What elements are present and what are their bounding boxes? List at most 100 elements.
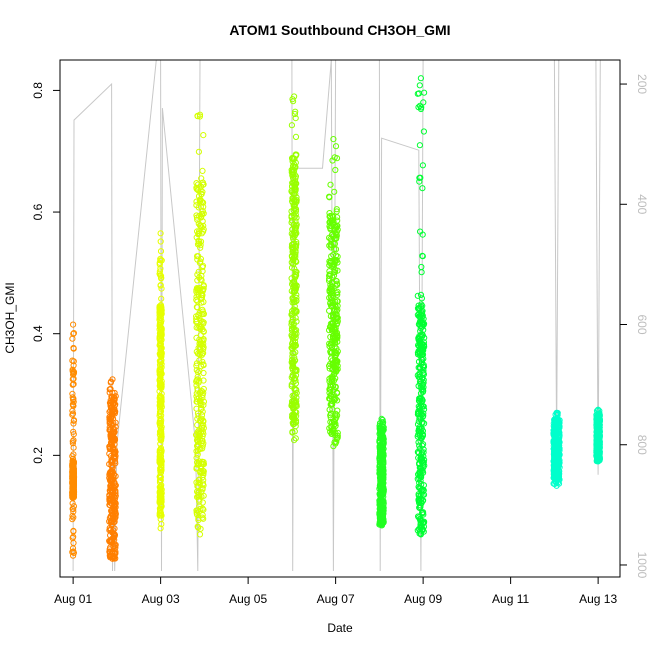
data-point: [158, 257, 165, 264]
data-point: [326, 395, 334, 402]
data-point: [415, 343, 423, 350]
data-point: [69, 457, 76, 464]
data-point: [200, 181, 207, 188]
data-point: [419, 185, 426, 192]
data-point: [330, 272, 338, 279]
data-point: [193, 507, 200, 514]
data-point: [333, 308, 340, 315]
data-point: [378, 458, 385, 465]
data-point: [111, 491, 119, 498]
data-point: [196, 503, 203, 510]
y2-tick-label: 600: [635, 314, 649, 334]
data-point: [157, 306, 164, 313]
data-point: [596, 457, 603, 464]
data-point: [157, 484, 164, 491]
data-point: [421, 406, 428, 413]
data-point: [293, 327, 300, 334]
data-point: [379, 506, 386, 513]
data-point: [553, 409, 560, 416]
data-point: [418, 411, 426, 418]
y-axis-label: CH3OH_GMI: [3, 282, 17, 353]
data-point: [70, 484, 78, 491]
data-point: [157, 474, 164, 481]
data-point: [110, 515, 117, 522]
data-point: [333, 277, 340, 285]
data-point: [414, 372, 421, 379]
data-point: [379, 443, 386, 450]
data-point: [330, 335, 337, 342]
data-point: [550, 465, 558, 472]
data-point: [70, 437, 77, 444]
data-point: [326, 193, 333, 200]
data-point: [327, 212, 334, 220]
data-point: [108, 439, 115, 446]
data-point: [194, 285, 201, 292]
data-point: [554, 442, 561, 450]
data-point: [595, 458, 602, 465]
data-point: [326, 288, 333, 295]
data-point: [157, 282, 164, 289]
data-point: [107, 484, 114, 491]
data-point: [193, 304, 200, 311]
data-point: [70, 478, 77, 485]
data-point: [157, 477, 164, 484]
data-point: [195, 231, 202, 238]
data-point: [196, 493, 203, 500]
data-point: [157, 368, 164, 376]
data-point: [200, 282, 207, 289]
data-point: [379, 486, 386, 493]
data-point: [157, 238, 164, 245]
data-point: [290, 244, 297, 252]
data-point: [69, 410, 77, 417]
data-point: [327, 428, 334, 435]
data-point: [379, 433, 387, 440]
data-point: [108, 473, 115, 480]
data-point: [157, 459, 164, 466]
data-point: [292, 175, 299, 182]
data-point: [199, 442, 206, 449]
data-point: [293, 238, 300, 246]
data-point: [416, 102, 424, 109]
data-point: [196, 446, 203, 453]
data-point: [70, 527, 77, 535]
data-point: [334, 298, 341, 305]
data-point: [327, 282, 334, 289]
data-point: [112, 492, 119, 500]
data-point: [420, 441, 427, 448]
data-point: [70, 420, 77, 427]
data-point: [69, 335, 76, 342]
data-point: [70, 321, 77, 328]
data-point: [326, 386, 333, 393]
points-layer: [69, 75, 604, 562]
data-point: [196, 340, 203, 347]
data-point: [198, 405, 205, 412]
data-point: [157, 405, 164, 412]
data-point: [112, 473, 119, 480]
data-point: [416, 445, 423, 452]
data-point: [69, 390, 76, 397]
data-point: [157, 512, 164, 519]
data-point: [193, 318, 200, 325]
data-point: [193, 287, 200, 294]
data-point: [415, 305, 423, 313]
data-point: [288, 214, 295, 221]
data-point: [377, 467, 384, 474]
data-point: [291, 110, 298, 118]
data-point: [418, 295, 425, 302]
data-point: [417, 291, 425, 298]
data-point: [293, 398, 300, 405]
data-point: [292, 380, 299, 387]
data-point: [327, 392, 334, 399]
data-point: [292, 218, 299, 225]
data-point: [553, 476, 560, 483]
data-point: [70, 508, 77, 515]
data-point: [198, 224, 205, 231]
data-point: [288, 325, 296, 332]
data-point: [328, 263, 335, 270]
data-point: [200, 222, 207, 229]
data-point: [195, 458, 202, 465]
data-point: [333, 206, 340, 213]
data-point: [195, 148, 202, 155]
data-point: [551, 468, 558, 475]
data-point: [594, 424, 601, 431]
